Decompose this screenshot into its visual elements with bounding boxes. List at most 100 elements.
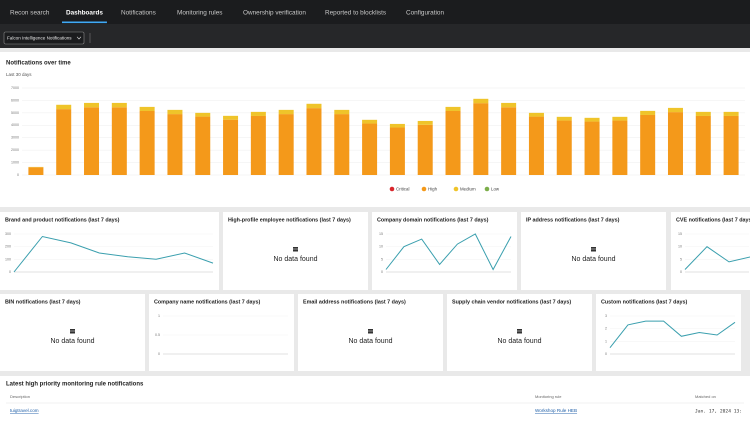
bar-segment bbox=[56, 104, 72, 110]
bar-segment bbox=[84, 107, 100, 175]
table-cell: Jan. 17, 2024 13: bbox=[695, 409, 742, 415]
bar-segment bbox=[640, 110, 656, 115]
legend-label: High bbox=[428, 186, 438, 191]
dropdown-chevron bbox=[76, 36, 82, 40]
nav-tab[interactable]: Monitoring rules bbox=[177, 10, 222, 17]
line-series bbox=[13, 235, 214, 273]
bar-segment bbox=[695, 115, 711, 175]
bar-segment bbox=[584, 121, 600, 175]
bar-segment bbox=[528, 116, 544, 175]
legend-swatch bbox=[484, 186, 490, 192]
widget-card bbox=[671, 212, 750, 290]
y-tick-label: 1000 bbox=[11, 161, 19, 165]
bar-segment bbox=[723, 111, 739, 116]
y-tick-label: 0 bbox=[605, 352, 607, 356]
nav-tab[interactable]: Notifications bbox=[121, 10, 156, 17]
bar-segment bbox=[473, 103, 489, 175]
column-header: Monitoring rule bbox=[535, 394, 562, 399]
y-tick-label: 1 bbox=[605, 339, 607, 343]
widget-card bbox=[0, 212, 219, 290]
bar-segment bbox=[334, 109, 350, 115]
y-tick-label: 2000 bbox=[11, 148, 19, 152]
legend-swatch bbox=[421, 186, 427, 192]
bar-segment bbox=[362, 123, 378, 175]
legend-label: Medium bbox=[460, 186, 476, 191]
table-link[interactable]: Workshop Rule HEB bbox=[535, 408, 577, 413]
widget-title: Company domain notifications (last 7 day… bbox=[377, 217, 489, 223]
chart-title: Notifications over time bbox=[6, 61, 71, 67]
toolbar bbox=[0, 24, 750, 48]
bar-segment bbox=[584, 117, 600, 122]
widget-title: CVE notifications (last 7 days) bbox=[676, 217, 750, 223]
nav-tab[interactable]: Reported to blocklists bbox=[325, 10, 386, 17]
y-tick-label: 3000 bbox=[11, 136, 19, 140]
no-data-text: No data found bbox=[572, 256, 616, 263]
bar-segment bbox=[445, 110, 461, 175]
nav-tab[interactable]: Recon search bbox=[10, 10, 50, 17]
y-tick-label: 2 bbox=[605, 327, 607, 331]
y-tick-label: 0.5 bbox=[155, 333, 160, 337]
widget-title: IP address notifications (last 7 days) bbox=[526, 217, 620, 223]
bar-segment bbox=[139, 110, 155, 175]
y-tick-label: 4000 bbox=[11, 123, 19, 127]
y-tick-label: 6000 bbox=[11, 98, 19, 102]
bar-segment bbox=[306, 103, 322, 109]
bar-segment bbox=[56, 109, 72, 175]
y-tick-label: 10 bbox=[379, 245, 383, 249]
no-data-text: No data found bbox=[51, 338, 95, 345]
bar-segment bbox=[278, 109, 294, 115]
bar-segment bbox=[556, 120, 572, 175]
no-data-text: No data found bbox=[349, 338, 393, 345]
widget-title: Email address notifications (last 7 days… bbox=[303, 299, 406, 305]
active-tab-indicator bbox=[62, 21, 107, 24]
y-tick-label: 3 bbox=[605, 314, 607, 318]
y-tick-label: 1 bbox=[158, 314, 160, 318]
widget-title: Company name notifications (last 7 days) bbox=[154, 299, 261, 305]
nav-tab[interactable]: Dashboards bbox=[66, 10, 103, 17]
y-tick-label: 5000 bbox=[11, 111, 19, 115]
bar-segment bbox=[501, 102, 517, 108]
bar-segment bbox=[111, 102, 127, 108]
no-data-text: No data found bbox=[274, 256, 318, 263]
bar-segment bbox=[195, 112, 211, 117]
bar-segment bbox=[167, 109, 183, 115]
nav-tab[interactable]: Configuration bbox=[406, 10, 444, 17]
y-tick-label: 15 bbox=[379, 232, 383, 236]
table-title: Latest high priority monitoring rule not… bbox=[6, 382, 144, 388]
legend-label: Critical bbox=[396, 186, 409, 191]
nav-tab[interactable]: Ownership verification bbox=[243, 10, 306, 17]
bar-segment bbox=[139, 106, 155, 111]
widget-title: Custom notifications (last 7 days) bbox=[601, 299, 687, 305]
bar-segment bbox=[250, 115, 266, 175]
bar-segment bbox=[306, 108, 322, 175]
nav-bar bbox=[0, 0, 750, 24]
y-tick-label: 0 bbox=[158, 352, 160, 356]
no-data-text: No data found bbox=[498, 338, 542, 345]
widget-card bbox=[149, 294, 294, 371]
bar-segment bbox=[667, 112, 683, 175]
bar-segment bbox=[167, 114, 183, 175]
dashboard-dropdown[interactable] bbox=[3, 31, 85, 45]
bar-segment bbox=[417, 124, 433, 175]
y-tick-label: 5 bbox=[381, 257, 383, 261]
table-card bbox=[0, 376, 750, 424]
bar-segment bbox=[528, 112, 544, 117]
y-tick-label: 300 bbox=[5, 232, 11, 236]
widget-card bbox=[596, 294, 741, 371]
table-link[interactable]: tuigtravel.com bbox=[10, 408, 39, 413]
widget-title: BIN notifications (last 7 days) bbox=[5, 299, 81, 305]
widget-title: Supply chain vendor notifications (last … bbox=[452, 299, 571, 305]
bar-segment bbox=[223, 115, 239, 120]
bar-segment bbox=[250, 111, 266, 116]
bar-segment bbox=[334, 114, 350, 175]
bar-segment bbox=[389, 127, 405, 175]
y-tick-label: 10 bbox=[678, 245, 682, 249]
widget-title: Brand and product notifications (last 7 … bbox=[5, 217, 120, 223]
chart-subtitle: Last 30 days bbox=[6, 72, 32, 77]
bar-segment bbox=[723, 115, 739, 175]
bar-segment bbox=[473, 98, 489, 104]
widget-card bbox=[372, 212, 517, 290]
bar-segment bbox=[640, 114, 656, 175]
widget-title: High-profile employee notifications (las… bbox=[228, 217, 351, 223]
bar-segment bbox=[111, 107, 127, 175]
